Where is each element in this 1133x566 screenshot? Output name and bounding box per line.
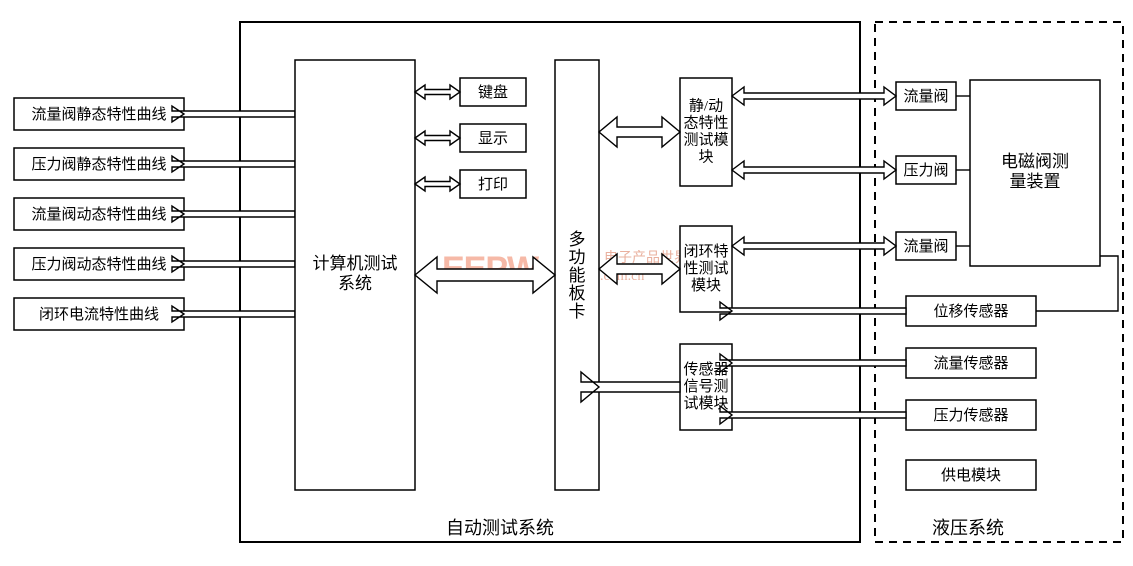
- arrow-out-2: [172, 206, 295, 222]
- arrow-out-4: [172, 306, 295, 322]
- arrow-sensor-1: [720, 354, 906, 372]
- arrow-periph-1: [415, 131, 460, 145]
- arrow-periph-0: [415, 85, 460, 99]
- arrow-mc-mod0: [599, 117, 680, 147]
- multifunction-card-label: 多功能板卡: [569, 230, 586, 321]
- peripheral-label-0: 键盘: [478, 83, 508, 101]
- arrow-periph-2: [415, 177, 460, 191]
- output-label-3: 压力阀动态特性曲线: [31, 256, 166, 273]
- arrow-mod0-v0: [732, 87, 896, 105]
- arrow-sensor-0: [720, 302, 906, 320]
- output-label-4: 闭环电流特性曲线: [39, 306, 159, 323]
- auto-test-label: 自动测试系统: [446, 518, 554, 538]
- peripheral-label-1: 显示: [478, 131, 508, 147]
- sensor-label-3: 供电模块: [941, 467, 1001, 484]
- output-label-0: 流量阀静态特性曲线: [31, 106, 166, 123]
- arrow-mod1-v2: [732, 237, 896, 255]
- valve-label-2: 流量阀: [903, 238, 948, 255]
- valve-label-0: 流量阀: [903, 88, 948, 105]
- valve-label-1: 压力阀: [903, 162, 948, 179]
- sensor-label-0: 位移传感器: [933, 303, 1008, 320]
- sensor-label-2: 压力传感器: [933, 407, 1008, 424]
- arrow-sensor-2: [720, 406, 906, 424]
- output-label-2: 流量阀动态特性曲线: [31, 206, 166, 223]
- svg-text:电磁阀测量装置: 电磁阀测量装置: [1001, 152, 1069, 191]
- arrow-out-0: [172, 106, 295, 122]
- arrow-out-1: [172, 156, 295, 172]
- system-block-diagram: 自动测试系统液压系统EEPW.com.cn电子产品世界流量阀静态特性曲线压力阀静…: [0, 0, 1133, 566]
- arrow-out-3: [172, 256, 295, 272]
- output-label-1: 压力阀静态特性曲线: [31, 156, 166, 173]
- hydraulic-label: 液压系统: [932, 518, 1004, 538]
- peripheral-label-2: 打印: [478, 176, 508, 193]
- sensor-label-1: 流量传感器: [933, 355, 1008, 372]
- arrow-mod0-v1: [732, 161, 896, 179]
